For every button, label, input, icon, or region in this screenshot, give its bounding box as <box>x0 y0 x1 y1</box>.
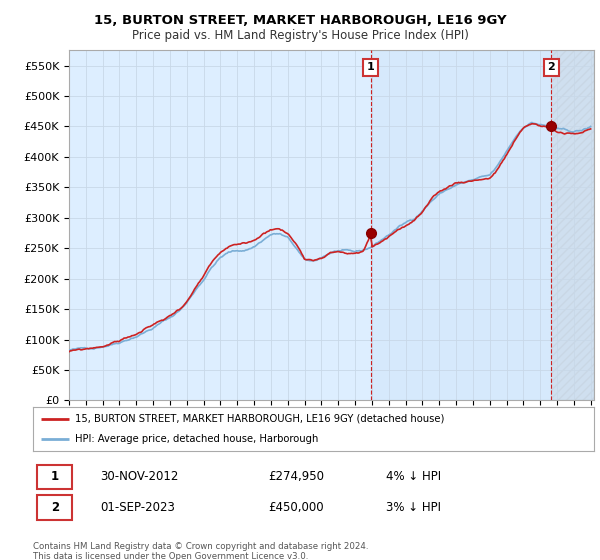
Text: 30-NOV-2012: 30-NOV-2012 <box>100 470 179 483</box>
Text: 2: 2 <box>548 63 556 72</box>
Bar <box>371 50 594 400</box>
Bar <box>37 496 72 520</box>
Text: 1: 1 <box>367 63 374 72</box>
Text: Contains HM Land Registry data © Crown copyright and database right 2024.
This d: Contains HM Land Registry data © Crown c… <box>33 542 368 560</box>
Text: 2: 2 <box>51 501 59 514</box>
Text: 15, BURTON STREET, MARKET HARBOROUGH, LE16 9GY: 15, BURTON STREET, MARKET HARBOROUGH, LE… <box>94 14 506 27</box>
Text: 4% ↓ HPI: 4% ↓ HPI <box>386 470 442 483</box>
Text: 01-SEP-2023: 01-SEP-2023 <box>100 501 175 514</box>
Text: Price paid vs. HM Land Registry's House Price Index (HPI): Price paid vs. HM Land Registry's House … <box>131 29 469 42</box>
Bar <box>37 465 72 489</box>
Text: HPI: Average price, detached house, Harborough: HPI: Average price, detached house, Harb… <box>75 434 319 444</box>
Text: £450,000: £450,000 <box>269 501 324 514</box>
Text: 3% ↓ HPI: 3% ↓ HPI <box>386 501 442 514</box>
Text: 1: 1 <box>51 470 59 483</box>
Text: £274,950: £274,950 <box>269 470 325 483</box>
Bar <box>551 50 594 400</box>
Text: 15, BURTON STREET, MARKET HARBOROUGH, LE16 9GY (detached house): 15, BURTON STREET, MARKET HARBOROUGH, LE… <box>75 414 445 424</box>
